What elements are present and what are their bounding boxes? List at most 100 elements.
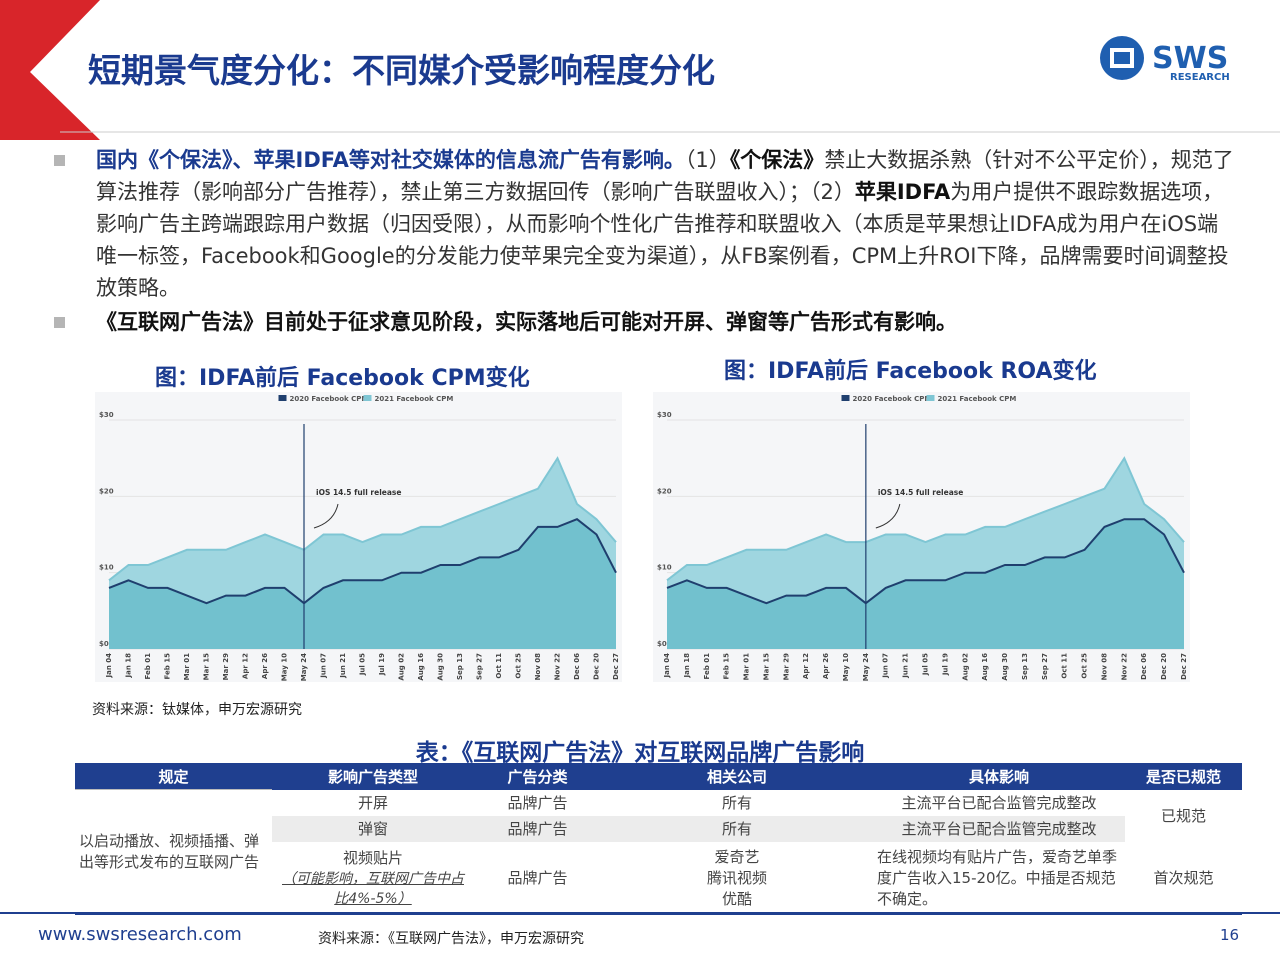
x-tick-label: Aug 16 [981,653,989,681]
legend-swatch [278,395,287,401]
td: 主流平台已配合监管完成整改 [901,820,1097,838]
x-tick-label: Oct 11 [1061,653,1069,679]
y-tick-label: $10 [99,564,114,572]
table-title: 表：《互联网广告法》对互联网品牌广告影响 [415,740,865,766]
footer-source: 资料来源：《互联网广告法》，申万宏源研究 [318,931,584,947]
x-tick-label: Jun 07 [320,653,328,679]
td: 主流平台已配合监管完成整改 [901,794,1097,812]
table: 规定 影响广告类型 广告分类 相关公司 具体影响 是否已规范 以启动播放、视频插… [75,763,1242,915]
x-tick-label: Oct 25 [515,653,523,679]
logo-sub: RESEARCH [1170,72,1230,83]
legend-label: 2020 Facebook CPM [853,395,932,403]
x-tick-label: May 24 [862,653,870,681]
area [667,519,1184,649]
x-tick-label: Dec 06 [573,653,581,680]
text: 优酷 [721,889,752,908]
x-tick-label: Oct 25 [1081,653,1089,679]
x-tick-label: Apr 12 [802,653,810,679]
y-tick-label: $30 [657,411,672,419]
x-tick-label: Jul 19 [941,653,949,676]
y-tick-label: $10 [657,564,672,572]
line [108,518,617,605]
x-tick-label: May 10 [842,653,850,681]
x-tick-label: Mar 01 [743,653,751,680]
y-tick-label: $0 [99,640,109,648]
bullet-text: 为用户提供不跟踪数据选项，影响广告主跨端跟踪用户数据（归因受限），从而影响个性化… [96,180,1229,300]
logo-text: SWS [1152,41,1228,76]
legend-swatch [841,395,850,401]
x-tick-label: Sep 27 [1041,653,1049,680]
x-tick-label: Jan 04 [105,653,113,679]
logo: SWS RESEARCH [1100,36,1230,83]
x-tick-label: Mar 01 [183,653,191,680]
x-tick-label: Jun 21 [902,653,910,679]
x-tick-label: Nov 08 [1100,653,1108,681]
x-tick-label: May 10 [281,653,289,681]
x-tick-label: Nov 22 [1120,653,1128,681]
bullet-text: 禁止大数据杀熟（针对不公平定价），规范了算法推荐（影响部分广告推荐），禁止第三方… [96,148,1234,204]
td: 以启动播放、视频插播、弹出等形式发布的互联网广告 [75,789,272,914]
x-tick-label: Feb 15 [164,653,172,680]
note: （可能影响，互联网广告中占比4%-5%） [282,870,464,907]
x-tick-label: Sep 13 [456,653,464,680]
slide-title: 短期景气度分化：不同媒介受影响程度分化 [88,51,715,90]
x-tick-label: Jan 18 [125,653,133,679]
annotation-arrow [313,503,339,529]
page-number: 16 [1220,926,1240,944]
td: 品牌广告 [507,868,568,887]
x-tick-label: Dec 20 [593,653,601,680]
x-tick-label: Nov 22 [554,653,562,681]
x-tick-label: Aug 16 [417,653,425,681]
x-tick-label: Feb 01 [703,653,711,680]
x-tick-label: Mar 15 [762,653,770,680]
footer-line [0,912,1280,914]
chart: $0 $10 $20 $30 Jan 04 Jan 18 Feb 01 Feb 15 Mar 0… [653,392,1190,682]
legend-label: 2020 Facebook CPM [290,395,369,403]
text: 爱奇艺 [714,847,760,866]
td: 爱奇艺 腾讯视频 优酷 [601,842,873,914]
line [108,456,617,582]
footer-site: www.swsresearch.com [38,924,242,945]
x-tick-label: Jul 19 [378,653,386,676]
line [666,456,1185,582]
x-tick-label: Aug 02 [961,653,969,681]
th: 影响广告类型 [272,763,474,790]
x-tick-label: Jan 04 [663,653,671,679]
td: 品牌广告 [507,820,568,838]
annotation: iOS 14.5 full release [878,488,964,497]
annotation-arrow [875,503,901,529]
y-tick-label: $0 [657,640,667,648]
line [666,518,1185,605]
bullet-text: 《互联网广告法》目前处于征求意见阶段，实际落地后可能对开屏、弹窗等广告形式有影响… [96,310,957,334]
chart: $0 $10 $20 $30 Jan 04 Jan 18 Feb 01 Feb 15 Mar 0… [95,392,622,682]
td: 在线视频均有贴片广告，爱奇艺单季度广告收入15-20亿。中插是否规范不确定。 [877,847,1118,908]
x-tick-label: Nov 08 [534,653,542,681]
x-tick-label: Oct 11 [495,653,503,679]
legend-label: 2021 Facebook CPM [375,395,454,403]
x-tick-label: Dec 27 [1180,653,1188,680]
y-tick-label: $20 [657,487,672,495]
x-tick-label: Dec 20 [1160,653,1168,680]
x-tick-label: Apr 26 [822,653,830,679]
x-tick-label: Mar 29 [782,653,790,680]
bullet-text: （1） [684,148,730,172]
th: 具体影响 [873,763,1125,790]
y-tick-label: $30 [99,411,114,419]
x-tick-label: May 24 [300,653,308,681]
bullet: 国内《个保法》、苹果IDFA等对社交媒体的信息流广告有影响。（1）《个保法》禁止… [54,144,1236,304]
x-tick-label: Feb 15 [723,653,731,680]
bullet: 《互联网广告法》目前处于征求意见阶段，实际落地后可能对开屏、弹窗等广告形式有影响… [54,306,1236,338]
text: 视频贴片 [342,848,403,867]
chart-title: 图：IDFA前后 Facebook CPM变化 [155,366,530,391]
x-tick-label: Dec 27 [612,653,620,680]
x-tick-label: Aug 02 [398,653,406,681]
td: 弹窗 [357,820,388,838]
header-decor [0,0,1280,140]
x-tick-label: Mar 29 [222,653,230,680]
text: 腾讯视频 [706,868,767,887]
th: 是否已规范 [1125,763,1242,790]
legend-label: 2021 Facebook CPM [938,395,1017,403]
chart-source: 资料来源：钛媒体，申万宏源研究 [92,702,302,718]
th: 广告分类 [474,763,601,790]
